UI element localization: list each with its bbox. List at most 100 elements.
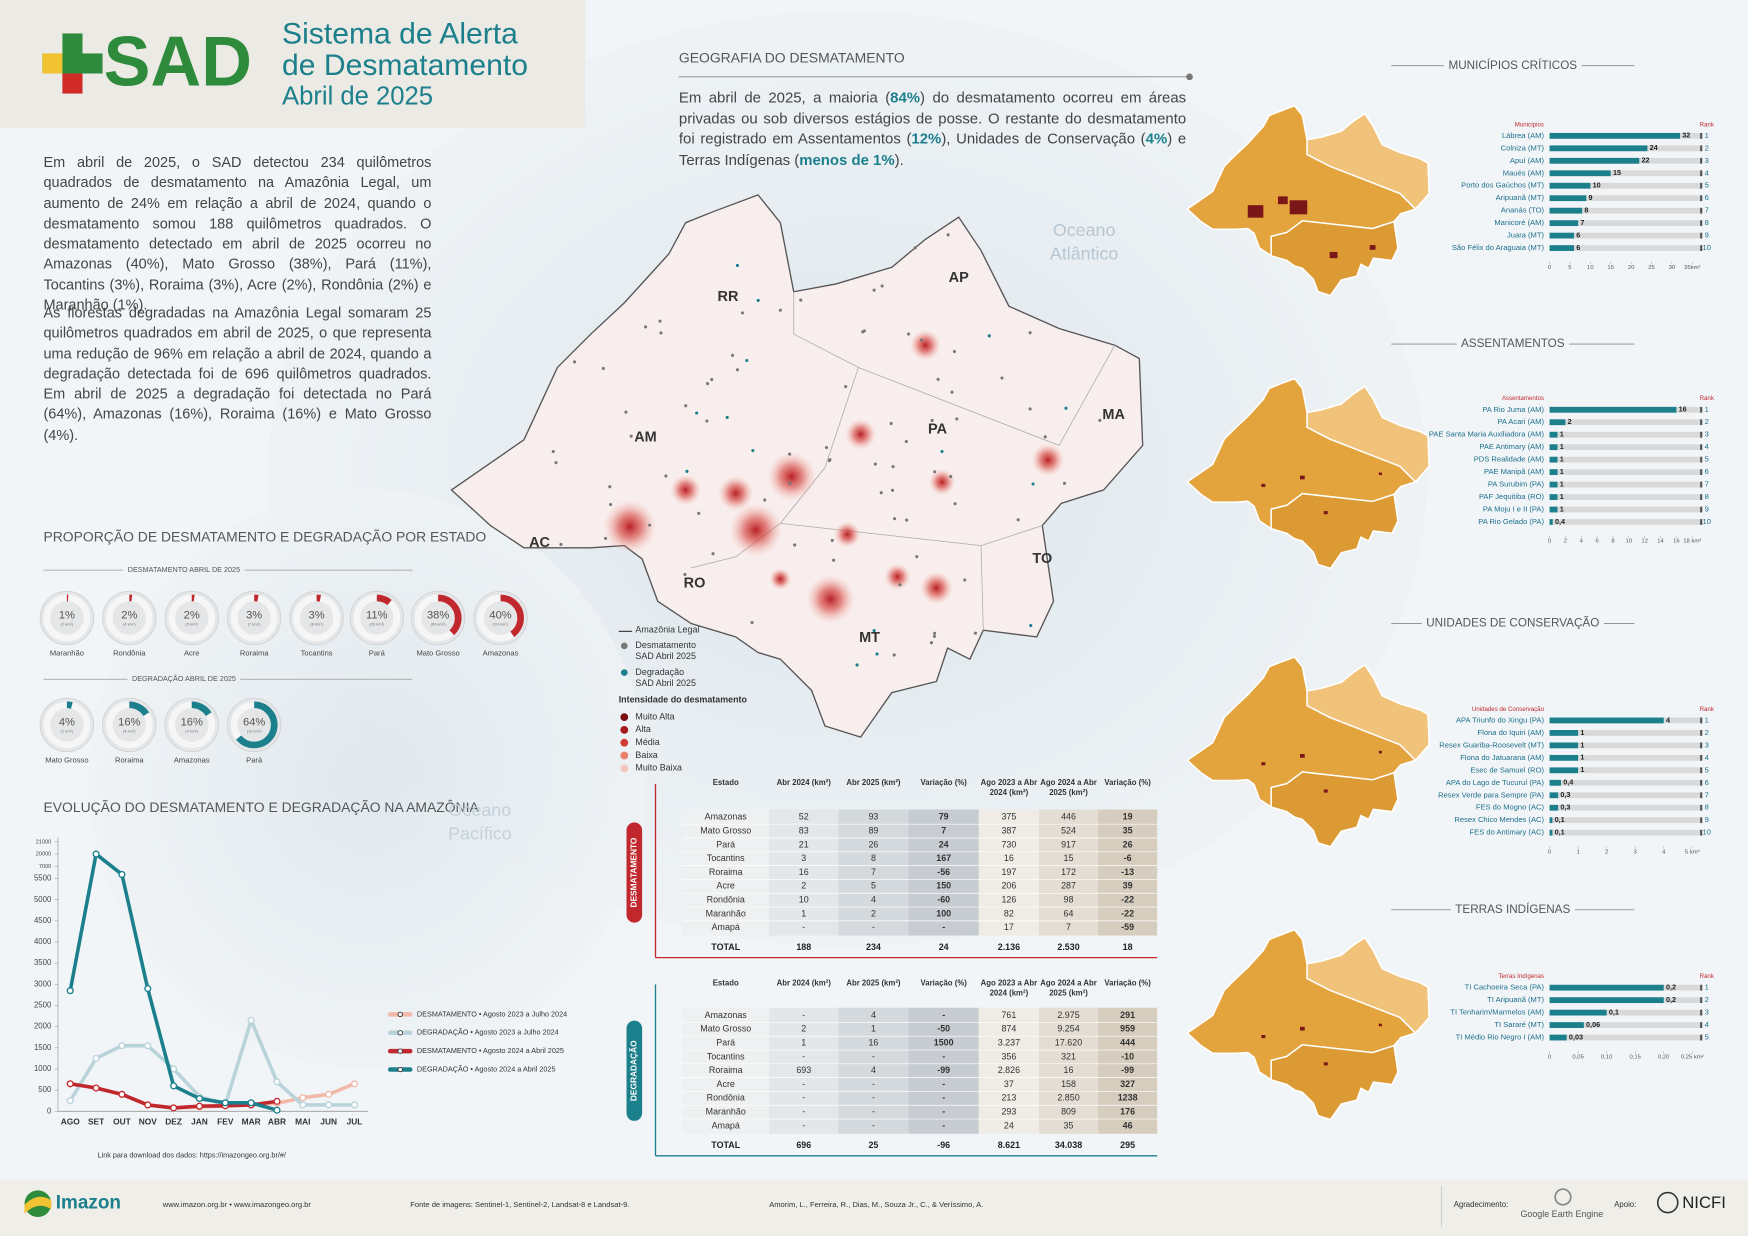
rank-box (1700, 245, 1703, 251)
x-tick-label: 3 (1634, 849, 1638, 855)
table-label: DEGRADAÇÃO (629, 1040, 639, 1101)
detection-dot (1028, 407, 1032, 411)
table-cell: 82 (1004, 908, 1014, 918)
y-tick-label: 5500 (34, 874, 52, 883)
bar-label: PA Surubim (PA) (1488, 480, 1545, 489)
series-point (92, 1084, 100, 1092)
x-tick-label: 14 (1657, 539, 1664, 545)
series-point (350, 1101, 359, 1109)
detection-dot (936, 377, 940, 381)
value-label: 1 (1560, 504, 1564, 513)
table-cell: - (872, 1107, 875, 1117)
donut-arc (477, 594, 524, 642)
value-label: 24 (1650, 143, 1658, 152)
highlight: 84% (890, 89, 921, 106)
footer-text: Amorim, L., Ferreira, R., Dias, M., Souz… (769, 1200, 983, 1209)
donut-category: Tocantins (301, 649, 333, 658)
column-header: Unidades de Conservação (1472, 706, 1545, 713)
table-cell: -99 (937, 1065, 950, 1075)
donut-label: 4% (59, 717, 75, 729)
bar-label: Resex Guariba-Roosevelt (MT) (1439, 740, 1544, 749)
mini-map-spot (1277, 196, 1288, 205)
table-cell: 197 (1001, 867, 1016, 877)
bar-label: Juara (MT) (1507, 231, 1544, 240)
detection-dot (893, 517, 897, 521)
rank: 3 (1705, 1008, 1709, 1017)
donut-label: 40% (489, 610, 511, 622)
table-cell: 15 (1064, 853, 1074, 863)
value-label: 0,06 (1586, 1020, 1600, 1029)
rank: 5 (1705, 455, 1709, 464)
rank-box (1700, 132, 1703, 139)
donut-area: (5 km²) (185, 622, 198, 627)
bar (1549, 132, 1681, 139)
footer-text: www.imazon.org.br • www.imazongeo.org.br (162, 1200, 312, 1209)
legend-dot (620, 713, 629, 721)
rank-box (1700, 792, 1703, 799)
rank-box (1700, 431, 1703, 438)
bar-track (1549, 207, 1701, 214)
table-cell: - (942, 1079, 945, 1089)
column-header: Assentamentos (1502, 395, 1544, 402)
detection-dot (949, 475, 953, 479)
logo-part (62, 73, 83, 94)
bar (1549, 220, 1579, 227)
column-header: Estado (712, 779, 739, 788)
table-cell: 98 (1064, 895, 1074, 905)
state-label: MT (859, 630, 880, 646)
table-cell: 24 (1004, 1120, 1014, 1130)
table-cell: 4 (871, 1010, 876, 1020)
legend-label: Média (635, 737, 659, 747)
mini-map-spot (1323, 789, 1328, 793)
table-cell: Roraima (709, 1065, 743, 1075)
table-cell: 356 (1001, 1051, 1016, 1061)
donut-label: 64% (243, 717, 265, 729)
bar-track (1549, 481, 1701, 488)
rank: 3 (1705, 156, 1709, 165)
subtitle: Abril de 2025 (282, 83, 433, 111)
column-header: Terras Indígenas (1498, 973, 1544, 980)
table-cell: Roraima (709, 867, 743, 877)
section-title: UNIDADES DE CONSERVAÇÃO (1426, 617, 1599, 630)
series-point (273, 1106, 281, 1114)
detection-dot (890, 488, 895, 492)
series-point (92, 850, 100, 858)
detection-dot (685, 469, 689, 473)
y-tick-label: 2000 (34, 1022, 52, 1031)
logo-text: SAD (104, 21, 252, 100)
donut-area: (1 km²) (61, 729, 74, 734)
series-point (247, 1099, 255, 1107)
detection-dot (711, 552, 715, 556)
rank-box (1700, 232, 1703, 239)
legend-label: Muito Alta (635, 711, 674, 721)
donut-arc (43, 594, 91, 642)
donut-label: 2% (184, 610, 200, 622)
bar-label: São Félix do Araguaia (MT) (1452, 243, 1545, 252)
bar (1549, 232, 1575, 239)
x-tick-label: 10 (1626, 539, 1633, 545)
ocean-shade (89, 489, 647, 1069)
table-cell: 8 (871, 853, 876, 863)
donut-area: (4 km²) (123, 622, 136, 627)
detection-dot (601, 366, 605, 371)
bar-track (1549, 456, 1701, 463)
value-label: 6 (1576, 231, 1580, 240)
legend-label: Desmatamento SAD Abril 2025 (635, 640, 696, 662)
series-point (195, 1102, 204, 1110)
table-cell: 446 (1061, 812, 1076, 822)
bar (1549, 804, 1559, 811)
x-tick-label: 20 (1628, 265, 1635, 271)
bar-track (1549, 767, 1701, 774)
mini-map-spot (1378, 1023, 1382, 1027)
paragraph: Em abril de 2025, a maioria (84%) do des… (679, 88, 1186, 171)
donut-arc (168, 594, 216, 642)
bar-label: Colniza (MT) (1501, 143, 1545, 152)
table-cell: 35 (1064, 1120, 1074, 1130)
bar-track (1549, 519, 1701, 525)
table-cell: - (802, 1093, 805, 1103)
detection-dot (697, 511, 701, 515)
detection-dot (1062, 481, 1067, 485)
table-total: 295 (1120, 1140, 1135, 1150)
table-total: 234 (866, 942, 881, 952)
legend-label: Alta (635, 724, 650, 734)
